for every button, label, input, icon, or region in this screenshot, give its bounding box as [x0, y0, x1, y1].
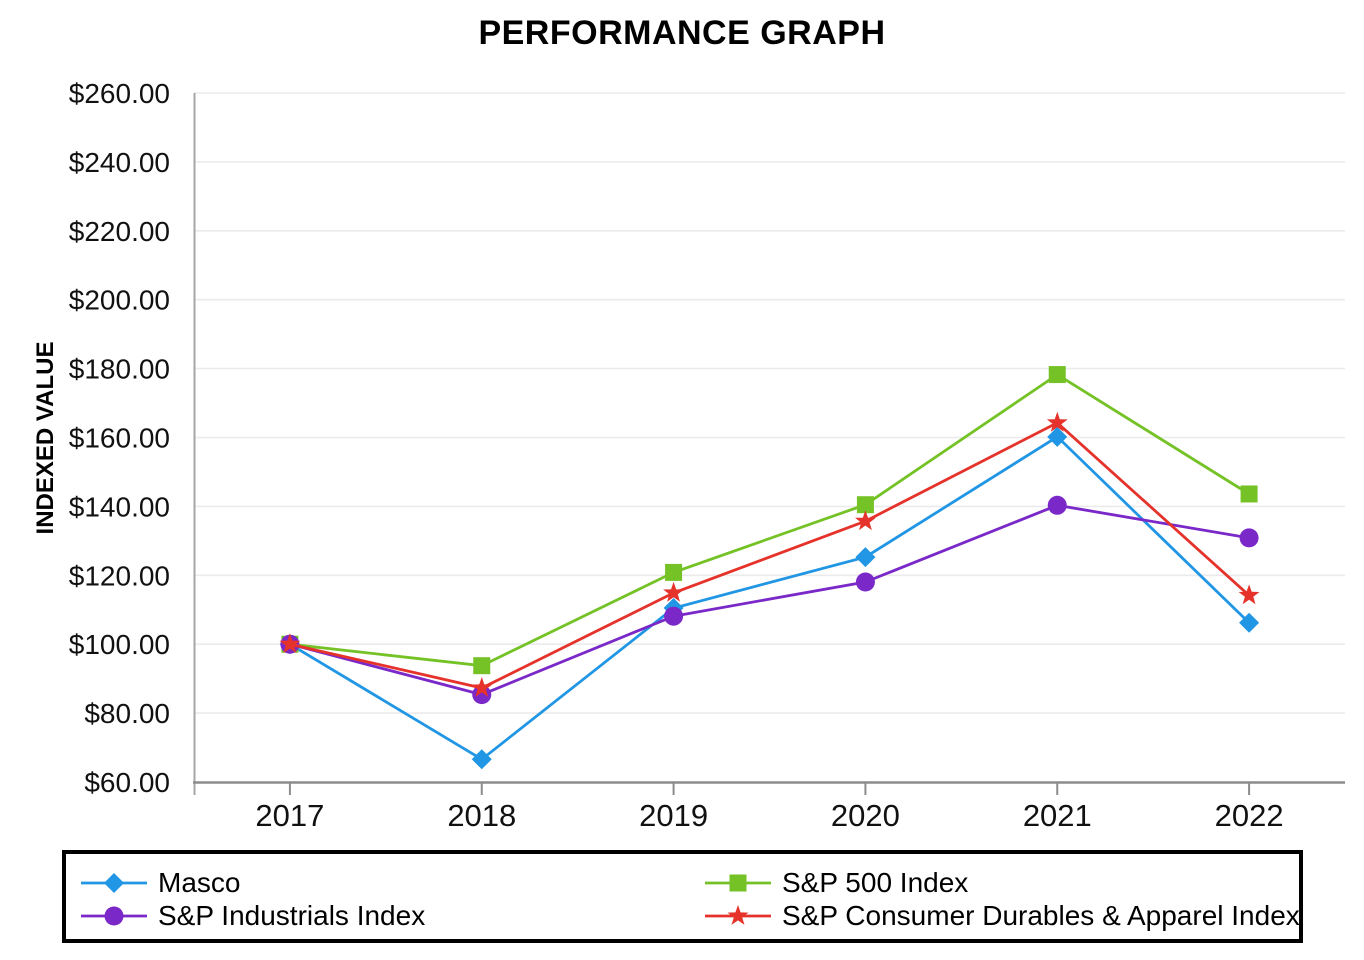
- legend-label: Masco: [158, 867, 241, 898]
- series-s-p-industrials-index: [280, 495, 1259, 705]
- y-tick-label: $220.00: [69, 216, 170, 247]
- series-s-p-500-index: [281, 366, 1258, 675]
- legend-marker-square-icon: [729, 874, 747, 892]
- y-tick-label: $240.00: [69, 147, 170, 178]
- x-tick-label: 2022: [1215, 798, 1284, 833]
- chart-title: PERFORMANCE GRAPH: [478, 14, 886, 52]
- y-tick-label: $140.00: [69, 491, 170, 522]
- legend-label: S&P Industrials Index: [158, 900, 426, 931]
- legend-marker-star-icon: [727, 905, 749, 925]
- legend-label: S&P Consumer Durables & Apparel Index: [782, 900, 1300, 931]
- x-tick-label: 2017: [255, 798, 324, 833]
- plot-area: $260.00 $240.00 $220.00 $200.00 $180.00 $160.…: [69, 78, 1345, 833]
- y-tick-label: $80.00: [84, 698, 170, 729]
- legend-sample-s-p-500-index: [705, 874, 771, 892]
- marker-star-icon: [663, 581, 684, 602]
- marker-square-icon: [665, 563, 683, 581]
- y-tick-label: $100.00: [69, 629, 170, 660]
- x-tick-label: 2021: [1023, 798, 1092, 833]
- legend-item-s-p-500-index: S&P 500 Index: [704, 867, 968, 899]
- chart-legend: Masco S&P Industrials Index S&P 500 Index S…: [62, 850, 1303, 943]
- legend-sample-masco: [81, 873, 147, 893]
- marker-circle-icon: [1239, 528, 1259, 548]
- marker-star-icon: [471, 677, 493, 697]
- y-tick-label: $180.00: [69, 354, 170, 385]
- legend-label: S&P 500 Index: [782, 867, 969, 898]
- marker-star-icon: [1238, 584, 1260, 605]
- series-line-s-p-industrials-index: [289, 503, 1250, 697]
- x-tick-label: 2020: [831, 798, 900, 833]
- legend-item-masco: Masco: [80, 867, 240, 899]
- marker-diamond-icon: [855, 547, 876, 568]
- series-line-masco: [289, 435, 1251, 761]
- x-tick-label: 2018: [447, 798, 516, 833]
- marker-square-icon: [473, 657, 491, 675]
- marker-circle-icon: [1047, 495, 1067, 515]
- marker-circle-icon: [855, 572, 875, 592]
- marker-circle-icon: [472, 685, 492, 705]
- legend-item-s-p-industrials-index: S&P Industrials Index: [80, 900, 425, 932]
- legend-sample-s-p-industrials-index: [81, 906, 147, 926]
- legend-item-s-p-consumer-durables-apparel-index: S&P Consumer Durables & Apparel Index: [704, 900, 1300, 932]
- marker-diamond-icon: [1239, 612, 1260, 633]
- legend-sample-s-p-consumer-durables-apparel-index: [705, 905, 771, 925]
- y-tick-label: $160.00: [69, 423, 170, 454]
- y-tick-label: $200.00: [69, 285, 170, 316]
- marker-star-icon: [855, 510, 876, 531]
- legend-marker-circle-icon: [104, 906, 124, 926]
- marker-circle-icon: [664, 606, 684, 626]
- series-line-s-p-500-index: [289, 372, 1250, 668]
- legend-marker-diamond-icon: [104, 873, 124, 893]
- marker-star-icon: [1046, 411, 1068, 432]
- marker-diamond-icon: [471, 749, 492, 770]
- marker-square-icon: [1240, 485, 1258, 503]
- marker-square-icon: [856, 496, 874, 514]
- marker-square-icon: [1048, 366, 1066, 384]
- marker-star-icon: [279, 633, 301, 654]
- series-s-p-consumer-durables-apparel-index: [279, 411, 1260, 697]
- y-tick-label: $60.00: [84, 767, 170, 798]
- y-tick-label: $260.00: [69, 78, 170, 109]
- x-tick-label: 2019: [639, 798, 708, 833]
- y-tick-label: $120.00: [69, 560, 170, 591]
- marker-diamond-icon: [1047, 426, 1068, 447]
- series-line-s-p-consumer-durables-apparel-index: [289, 421, 1251, 690]
